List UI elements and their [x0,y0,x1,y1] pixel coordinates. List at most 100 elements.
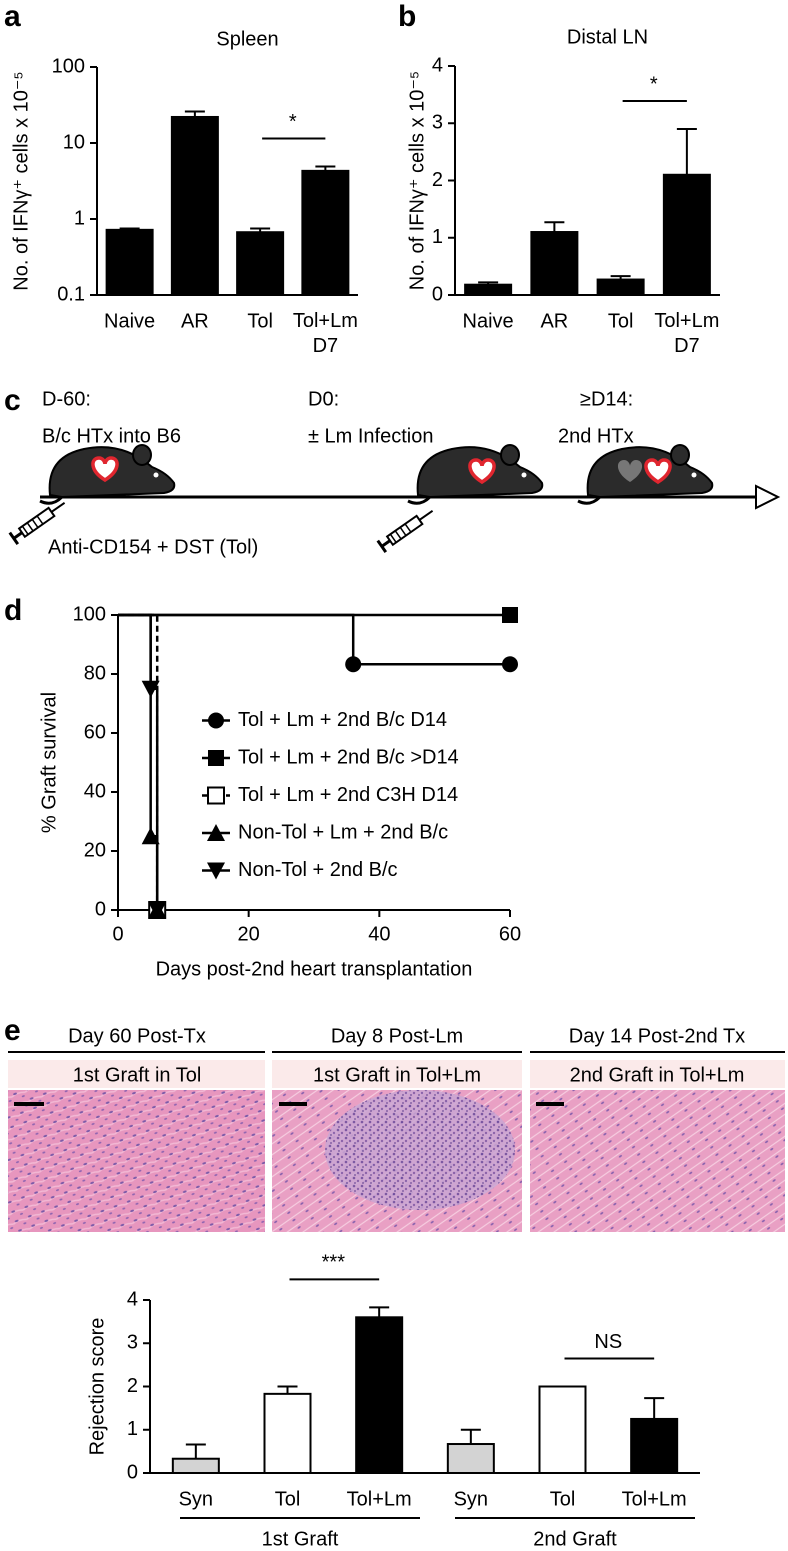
marker [141,827,160,845]
bar [538,1385,587,1474]
legend-label: Tol + Lm + 2nd C3H D14 [238,784,458,806]
y-tick-label: 2 [127,1375,138,1397]
y-axis-label: No. of IFNγ⁺ cells x 10⁻⁵ [10,71,32,290]
y-tick-label: 60 [84,721,106,743]
significance-label: *** [322,1252,346,1274]
panel-label: e [4,1014,21,1047]
infiltrate [325,1090,515,1210]
x-tick-label: Tol+Lm [347,1488,412,1510]
timeline-day: D0: [308,388,339,410]
bar [170,115,219,296]
legend-label: Non-Tol + Lm + 2nd B/c [238,821,448,843]
bar [301,169,350,296]
x-tick-label: Tol+Lm [622,1488,687,1510]
label-band [530,1060,785,1088]
bar [530,231,579,296]
x-tick-label: 0 [112,923,123,945]
bar [355,1316,404,1475]
marker [502,656,518,673]
legend-marker [207,786,225,805]
mouse-icon [576,443,714,505]
bar [630,1417,679,1474]
histology-timepoint: Day 60 Post-Tx [68,1025,206,1047]
x-tick-label: 40 [368,923,390,945]
x-tick-label: Tol [608,310,634,332]
y-tick-label: 100 [52,55,85,77]
histology-image [530,1090,785,1232]
significance-label: * [650,73,658,95]
bar [446,1443,495,1474]
y-tick-label: 3 [432,112,443,134]
y-tick-label: 2 [432,169,443,191]
panel-label: d [4,594,22,627]
histology-graft: 1st Graft in Tol [73,1064,202,1086]
y-axis-label: Rejection score [86,1318,108,1456]
y-tick-label: 100 [73,603,106,625]
y-tick-label: 0 [95,898,106,920]
histology-timepoint: Day 14 Post-2nd Tx [569,1025,745,1047]
chart-title: Spleen [216,28,278,50]
histology-timepoint: Day 8 Post-Lm [331,1025,463,1047]
panel-label: b [398,0,416,33]
y-tick-label: 1 [432,226,443,248]
histology-graft: 2nd Graft in Tol+Lm [570,1064,745,1086]
label-band [272,1060,522,1088]
x-tick-label: Tol [247,310,273,332]
legend-label: Tol + Lm + 2nd B/c D14 [238,709,447,731]
x-tick-label: 60 [499,923,521,945]
timeline-event: ± Lm Infection [308,425,433,447]
bar [236,231,285,296]
x-tick-label: Naive [463,310,514,332]
significance-label: * [289,111,297,133]
x-tick-label: Naive [104,310,155,332]
timeline-day: D-60: [42,388,91,410]
y-axis-label: No. of IFNγ⁺ cells x 10⁻⁵ [406,71,428,290]
x-tick-label: 20 [238,923,260,945]
histology: Day 60 Post-Tx 1st Graft in Tol Day 8 Po… [8,1025,785,1232]
group-label: 1st Graft [262,1528,339,1550]
y-tick-label: 1 [74,207,85,229]
x-tick-label: AR [540,310,568,332]
marker [502,607,518,623]
x-tick-label: Syn [179,1488,213,1510]
y-tick-label: 3 [127,1332,138,1354]
timeline-event: B/c HTx into B6 [42,425,181,447]
legend-marker [207,862,225,880]
group-label: 2nd Graft [533,1528,617,1550]
y-axis-label: % Graft survival [38,692,60,833]
bar [263,1392,312,1475]
legend-marker [207,824,225,841]
y-tick-label: 20 [84,839,106,861]
y-tick-label: 0 [127,1461,138,1483]
x-tick-label: AR [181,310,209,332]
y-tick-label: 1 [127,1418,138,1440]
y-tick-label: 40 [84,780,106,802]
bar [596,278,645,297]
chart-title: Distal LN [567,26,648,48]
legend-marker [208,750,224,766]
timeline-day: ≥D14: [580,388,633,410]
legend-label: Non-Tol + 2nd B/c [238,859,398,881]
legend-marker [208,712,224,729]
old-heart-icon [617,460,643,482]
bar [105,228,154,296]
marker [141,680,160,698]
y-tick-label: 10 [63,131,85,153]
marker [345,656,362,673]
y-tick-label: 4 [432,54,443,76]
x-tick-label: Syn [454,1488,488,1510]
y-tick-label: 4 [127,1288,138,1310]
x-tick-label: Tol+Lm D7 [654,310,719,357]
marker [148,902,167,919]
label-band [8,1060,265,1088]
bar [171,1457,220,1475]
x-tick-label: Tol [275,1488,301,1510]
x-tick-label: Tol [550,1488,576,1510]
timeline-treatment: Anti-CD154 + DST (Tol) [48,536,258,558]
significance-label: NS [594,1331,622,1353]
bar [662,173,711,296]
timeline: D-60: B/c HTx into B6 D0: ± Lm Infection… [8,388,781,558]
histology-image [8,1090,265,1232]
y-tick-label: 0 [432,283,443,305]
